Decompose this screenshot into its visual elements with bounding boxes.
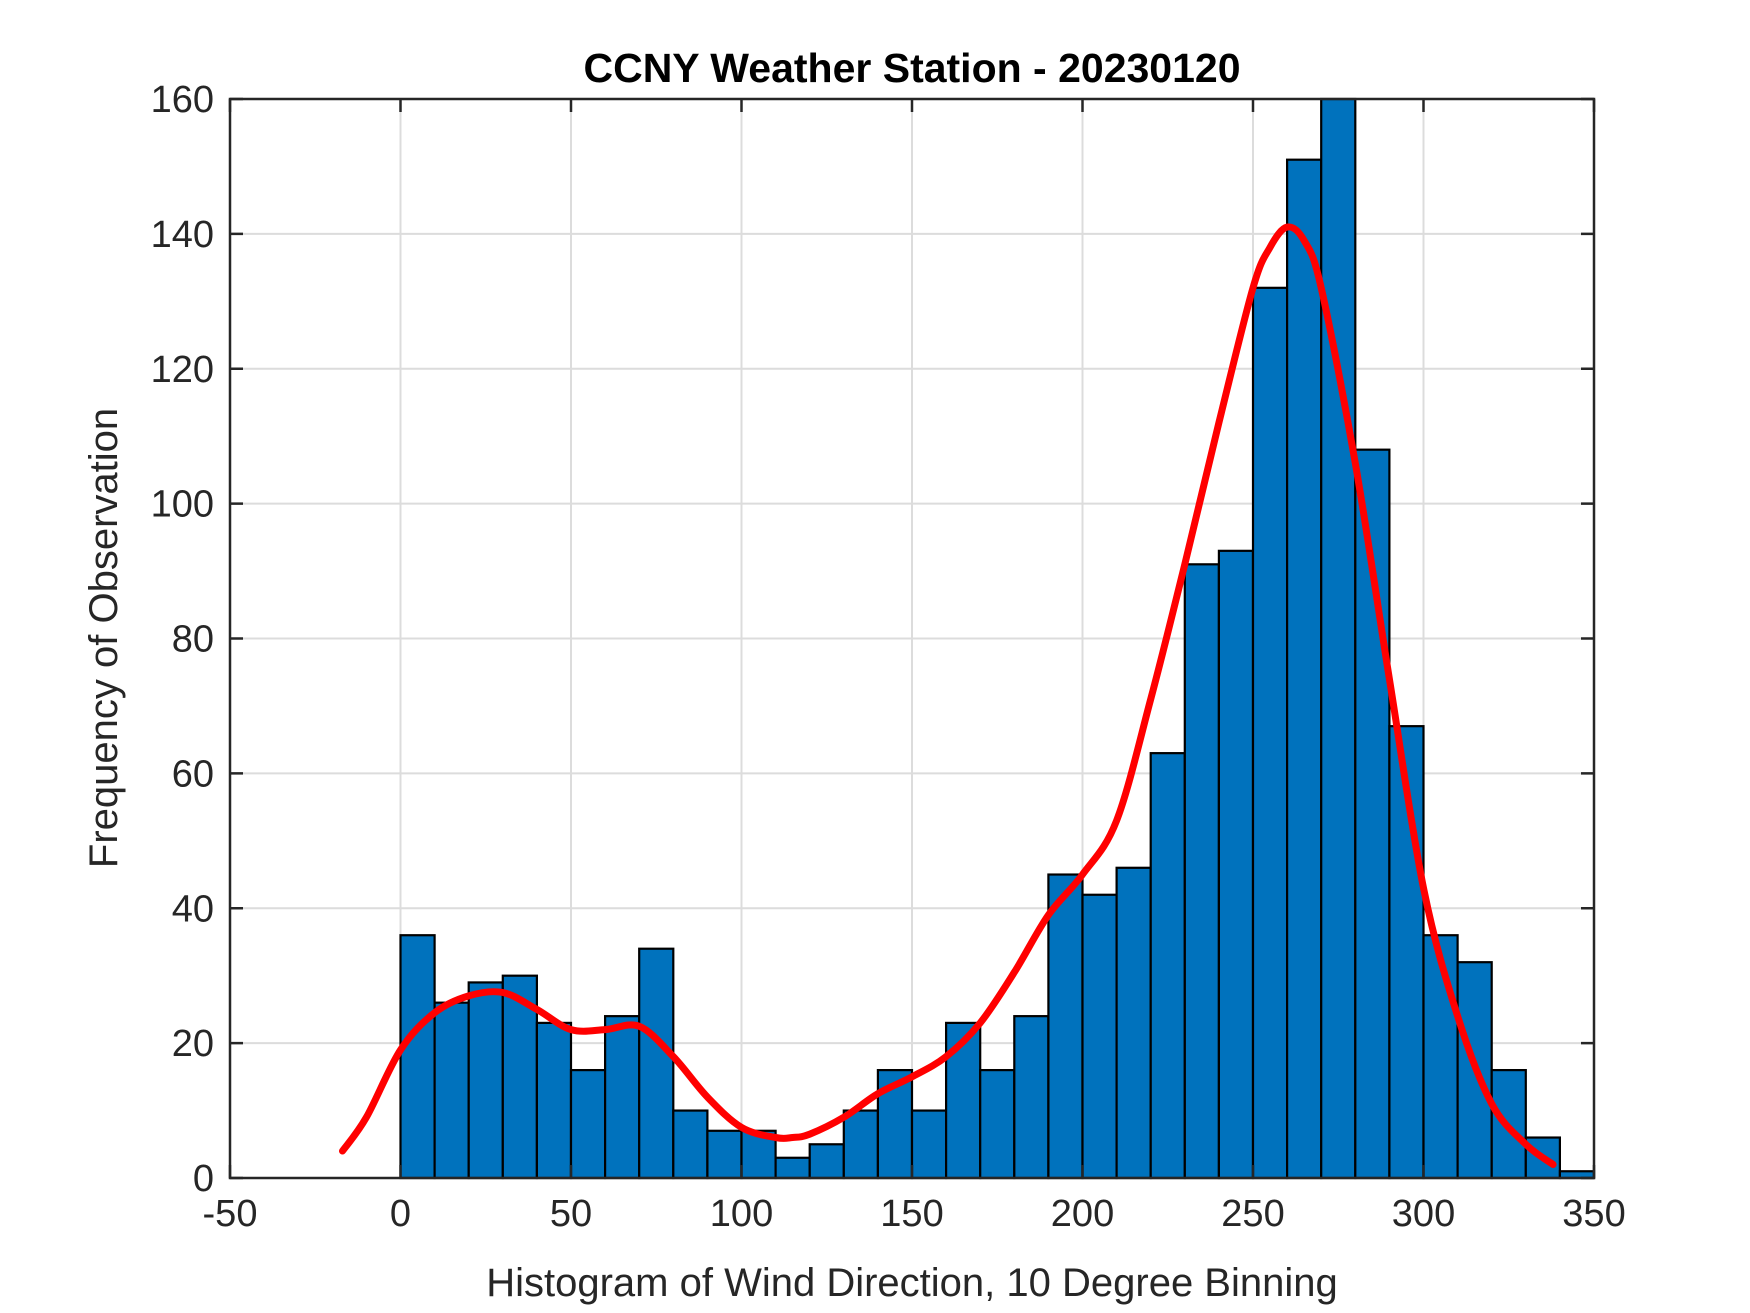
fit-curve-line bbox=[339, 223, 1557, 1168]
histogram-bar bbox=[979, 1068, 1016, 1180]
histogram-bar bbox=[910, 1109, 948, 1180]
x-tick-label: 100 bbox=[710, 1193, 773, 1235]
y-tick-label: 40 bbox=[172, 888, 214, 930]
y-tick-label: 100 bbox=[151, 484, 214, 526]
x-tick-label: 150 bbox=[880, 1193, 943, 1235]
y-tick-label: 160 bbox=[151, 79, 214, 121]
histogram-bar bbox=[1217, 549, 1255, 1180]
x-tick-label: 200 bbox=[1051, 1193, 1114, 1235]
y-tick-label: 20 bbox=[172, 1023, 214, 1065]
histogram-bar bbox=[603, 1015, 641, 1180]
y-tick-label: 80 bbox=[172, 619, 214, 661]
histogram-bar bbox=[399, 934, 436, 1180]
histogram-bar bbox=[569, 1068, 607, 1180]
histogram-bar bbox=[1149, 752, 1186, 1180]
histogram-bar bbox=[1285, 158, 1323, 1180]
histogram-bar bbox=[672, 1109, 709, 1180]
y-tick-label: 60 bbox=[172, 753, 214, 795]
x-tick-label: 50 bbox=[550, 1193, 592, 1235]
histogram-bar bbox=[1081, 893, 1118, 1180]
x-tick-label: 250 bbox=[1221, 1193, 1284, 1235]
histogram-bar bbox=[1047, 873, 1084, 1180]
histogram-bar bbox=[1183, 563, 1221, 1180]
y-tick-label: 140 bbox=[151, 214, 214, 256]
histogram-bar bbox=[774, 1156, 811, 1180]
tick-marks bbox=[228, 97, 1596, 1180]
chart-title: CCNY Weather Station - 20230120 bbox=[583, 45, 1240, 91]
y-axis-label: Frequency of Observation bbox=[82, 408, 126, 868]
tick-labels: -50 0 50 100 150 200 250 300 3500204060801001201… bbox=[151, 79, 1626, 1235]
y-tick-label: 0 bbox=[193, 1158, 214, 1200]
histogram-bar bbox=[1422, 934, 1459, 1180]
histogram-bar bbox=[1251, 286, 1289, 1180]
histogram-bar bbox=[433, 1001, 470, 1180]
x-tick-label: 0 bbox=[390, 1193, 411, 1235]
histogram-bar bbox=[842, 1109, 879, 1180]
histogram-bar bbox=[638, 947, 675, 1180]
y-tick-label: 120 bbox=[151, 349, 214, 391]
histogram-bar bbox=[706, 1129, 743, 1180]
histogram-bar bbox=[1320, 97, 1357, 1180]
x-axis-label: Histogram of Wind Direction, 10 Degree B… bbox=[486, 1261, 1338, 1305]
histogram-bar bbox=[808, 1143, 845, 1180]
x-tick-label: 350 bbox=[1562, 1193, 1625, 1235]
x-tick-label: 300 bbox=[1392, 1193, 1455, 1235]
histogram-bar bbox=[1013, 1015, 1050, 1180]
histogram-bar bbox=[467, 981, 504, 1180]
x-tick-label: -50 bbox=[203, 1193, 258, 1235]
histogram-bar bbox=[1115, 866, 1152, 1180]
histogram-bars bbox=[399, 97, 1596, 1180]
histogram-bar bbox=[535, 1021, 573, 1180]
